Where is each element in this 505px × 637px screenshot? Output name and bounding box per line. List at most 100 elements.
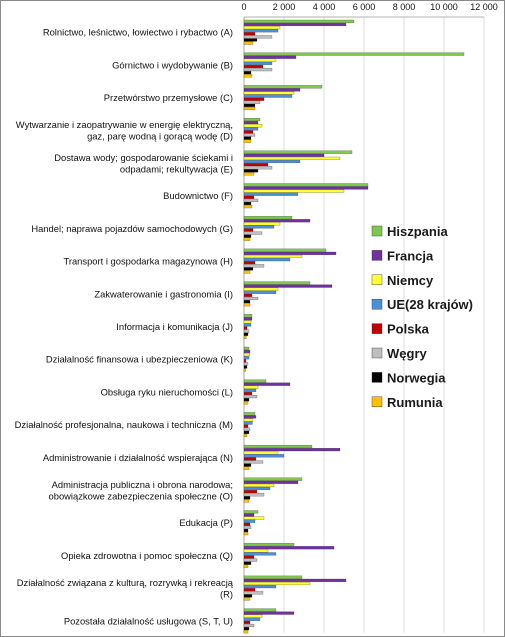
bar <box>243 611 295 615</box>
bar <box>243 391 253 396</box>
bar <box>243 38 258 42</box>
bar <box>243 460 264 464</box>
bar <box>243 522 251 526</box>
bar <box>243 314 253 318</box>
bar <box>243 106 256 111</box>
bar <box>243 219 311 223</box>
category-label: Transport i gospodarka magazynowa (H) <box>63 256 233 267</box>
bar <box>243 552 277 556</box>
bar <box>243 91 295 95</box>
bar <box>243 430 250 434</box>
bar <box>243 451 279 455</box>
x-tick-label: 0 <box>241 2 246 12</box>
bar <box>243 362 249 366</box>
bar <box>243 88 301 92</box>
category-label: Działalność związana z kulturą, rozrywką… <box>17 577 234 588</box>
bar <box>243 614 263 618</box>
grid-lines <box>243 16 485 633</box>
bar <box>243 359 247 363</box>
category-label: Administracja publiczna i obrona narodow… <box>52 479 233 490</box>
bar <box>243 448 341 452</box>
bar <box>243 421 253 425</box>
bar <box>243 496 251 500</box>
bar <box>243 166 273 170</box>
bar <box>243 22 347 27</box>
bar <box>243 418 254 422</box>
bar <box>243 228 254 232</box>
bar <box>243 335 247 339</box>
bar <box>243 172 255 176</box>
bar <box>243 284 333 288</box>
x-axis-ticks: 0 2 000 4 000 6 000 8 000 10 000 12 000 <box>241 2 497 12</box>
legend-label: Niemcy <box>387 273 434 288</box>
bar <box>243 558 258 562</box>
bar <box>243 326 248 330</box>
x-tick-label: 8 000 <box>393 2 416 12</box>
bar <box>243 225 275 229</box>
bar <box>243 444 313 449</box>
bar <box>243 270 251 274</box>
bar <box>243 64 264 69</box>
bar <box>243 329 250 333</box>
bar <box>243 58 277 62</box>
bar <box>243 353 250 357</box>
legend-label: Rumunia <box>387 395 443 410</box>
bar <box>243 121 259 125</box>
bar <box>243 293 253 297</box>
bar <box>243 564 249 568</box>
bar <box>243 85 323 89</box>
category-label: Przetwórstwo przemysłowe (C) <box>104 92 233 103</box>
bar <box>243 150 353 154</box>
bar <box>243 346 250 350</box>
legend-label: Norwegia <box>387 370 446 385</box>
bar <box>243 588 256 592</box>
bars <box>243 19 465 634</box>
category-label: Pozostała działalność usługowa (S, T, U) <box>64 615 233 626</box>
bar <box>243 231 263 235</box>
bar <box>243 463 252 467</box>
bar <box>243 26 281 30</box>
legend-swatch <box>371 396 383 407</box>
bar <box>243 597 251 601</box>
bar <box>243 477 303 481</box>
bar <box>243 525 252 529</box>
bar <box>243 480 299 484</box>
legend-swatch <box>371 250 383 261</box>
bar <box>243 555 255 559</box>
bar <box>243 433 248 438</box>
category-label: Opieka zdrowotna i pomoc społeczna (Q) <box>61 550 233 561</box>
bar <box>243 153 325 157</box>
bar <box>243 519 256 523</box>
bar <box>243 486 271 491</box>
bar <box>243 532 249 536</box>
bar <box>243 156 341 160</box>
category-label: Informacja i komunikacja (J) <box>116 321 233 332</box>
bar <box>243 546 335 550</box>
bar <box>243 201 252 206</box>
legend-label: Węgry <box>387 346 428 361</box>
category-label: Działalność finansowa i ubezpieczeniowa … <box>46 354 233 365</box>
bar <box>243 490 258 494</box>
bar <box>243 412 256 416</box>
bar <box>243 103 256 107</box>
x-tick-label: 6 000 <box>353 2 376 12</box>
legend-swatch <box>371 372 383 383</box>
bar <box>243 493 265 497</box>
bar <box>243 127 259 131</box>
bar <box>243 379 267 383</box>
bar <box>243 454 285 458</box>
legend-swatch <box>371 299 383 310</box>
bar <box>243 136 252 140</box>
x-tick-label: 12 000 <box>470 2 498 12</box>
bar <box>243 499 250 503</box>
bar <box>243 41 254 45</box>
bar <box>243 130 254 134</box>
bar <box>243 29 279 33</box>
bar <box>243 427 251 431</box>
bar <box>243 237 251 241</box>
bar <box>243 222 281 226</box>
category-label: Obsługa ryku nieruchomości (L) <box>101 386 233 397</box>
category-label: Zakwaterowanie i gastronomia (I) <box>94 288 233 299</box>
bar <box>243 303 251 307</box>
